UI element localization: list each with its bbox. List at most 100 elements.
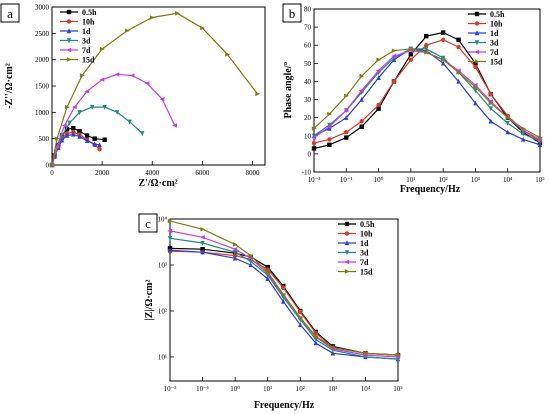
x-tick-label: 4000 bbox=[145, 169, 160, 177]
data-point bbox=[520, 136, 526, 142]
data-point bbox=[144, 81, 150, 86]
legend-marker bbox=[474, 11, 480, 17]
series-1d bbox=[167, 247, 401, 362]
data-point bbox=[376, 75, 381, 81]
data-point bbox=[167, 228, 173, 234]
series-line bbox=[313, 50, 541, 140]
chart-panel-a: a 0 2000 4000 6000 8000 0 500 1000 1500 2000 2500 30… bbox=[0, 3, 266, 189]
data-point bbox=[159, 96, 165, 102]
data-point bbox=[248, 262, 253, 268]
series-line bbox=[313, 48, 541, 142]
legend-marker bbox=[474, 21, 480, 26]
data-point bbox=[77, 129, 82, 134]
data-point bbox=[488, 91, 494, 97]
data-point bbox=[71, 104, 77, 110]
x-tick-label: 10³ bbox=[328, 385, 337, 393]
x-tick-label: 2000 bbox=[95, 169, 110, 177]
legend-label: 10h bbox=[490, 20, 503, 29]
legend-marker bbox=[474, 49, 480, 55]
data-point bbox=[313, 340, 319, 346]
data-point bbox=[311, 126, 317, 131]
data-point bbox=[248, 254, 253, 260]
data-point bbox=[311, 133, 317, 139]
data-point bbox=[537, 135, 543, 140]
y-tick-label: 10 bbox=[304, 132, 312, 140]
y-axis-title: |Z|/Ω·cm² bbox=[144, 280, 155, 321]
data-point bbox=[488, 100, 494, 106]
data-point bbox=[537, 142, 543, 148]
legend-marker bbox=[474, 30, 480, 36]
legend-marker bbox=[66, 19, 72, 24]
legend-marker bbox=[344, 240, 350, 246]
panel-label: c bbox=[145, 216, 151, 231]
y-tick-label: 0 bbox=[308, 150, 312, 158]
data-point bbox=[344, 135, 349, 140]
x-tick-label: 10⁰ bbox=[230, 385, 240, 393]
data-point bbox=[327, 125, 332, 131]
data-point bbox=[64, 132, 70, 138]
legend-label: 0.5h bbox=[82, 8, 97, 17]
data-point bbox=[102, 104, 107, 110]
data-point bbox=[440, 55, 446, 61]
legend-label: 1d bbox=[82, 27, 91, 36]
chart-panel-b: b 10⁻² 10⁻¹ 10⁰ 10¹ 10² 10³ 10⁴ 10⁵ -10 0 10 20 30 40 5… bbox=[282, 3, 545, 195]
x-tick-label: 10⁻² bbox=[308, 176, 321, 184]
y-tick-label: 500 bbox=[39, 135, 50, 143]
legend-marker bbox=[66, 47, 72, 53]
legend-marker bbox=[344, 221, 350, 227]
data-point bbox=[520, 131, 526, 137]
x-tick-label: 10⁵ bbox=[393, 385, 403, 393]
y-tick-label: 2500 bbox=[35, 30, 50, 38]
y-tick-label: 3000 bbox=[35, 4, 50, 12]
data-point bbox=[313, 334, 319, 339]
legend-label: 10h bbox=[82, 18, 95, 27]
data-point bbox=[395, 354, 401, 360]
data-point bbox=[114, 110, 120, 116]
data-point bbox=[77, 110, 82, 116]
data-point bbox=[344, 129, 349, 135]
y-tick-label: 80 bbox=[304, 6, 312, 14]
data-point bbox=[344, 114, 349, 120]
data-point bbox=[359, 119, 364, 124]
legend-label: 0.5h bbox=[490, 10, 505, 19]
legend-label: 7d bbox=[490, 48, 499, 57]
y-tick-label: 40 bbox=[304, 78, 312, 86]
y-axis-title: Phase angle/° bbox=[283, 61, 294, 118]
data-point bbox=[344, 93, 349, 99]
y-tick-label: 30 bbox=[304, 96, 312, 104]
data-point bbox=[424, 43, 429, 48]
x-tick-label: 0 bbox=[50, 169, 54, 177]
data-point bbox=[99, 77, 105, 82]
data-point bbox=[175, 11, 180, 16]
panel-label: a bbox=[7, 6, 13, 21]
legend-label: 3d bbox=[490, 39, 499, 48]
legend-label: 1d bbox=[360, 239, 369, 248]
data-point bbox=[92, 141, 97, 147]
x-tick-label: 6000 bbox=[195, 169, 210, 177]
data-point bbox=[359, 73, 365, 79]
data-point bbox=[200, 240, 205, 246]
x-tick-label: 10⁴ bbox=[361, 385, 371, 393]
y-tick-label: 10² bbox=[158, 307, 167, 315]
y-axis-title: -Z''/Ω·cm² bbox=[4, 63, 15, 108]
data-point bbox=[327, 122, 332, 128]
data-point bbox=[424, 46, 429, 52]
data-point bbox=[225, 52, 231, 57]
data-point bbox=[124, 28, 130, 33]
data-point bbox=[167, 218, 173, 224]
data-point bbox=[167, 247, 173, 253]
data-point bbox=[281, 298, 286, 304]
data-point bbox=[129, 73, 135, 78]
data-point bbox=[424, 33, 429, 39]
data-point bbox=[200, 249, 205, 255]
y-tick-label: 10³ bbox=[158, 261, 167, 269]
data-point bbox=[71, 125, 76, 131]
data-point bbox=[391, 79, 397, 84]
y-tick-label: 70 bbox=[304, 24, 312, 32]
data-point bbox=[327, 137, 332, 142]
data-point bbox=[92, 136, 97, 141]
x-tick-label: 10¹ bbox=[406, 176, 415, 184]
data-point bbox=[281, 285, 286, 290]
data-point bbox=[440, 30, 446, 35]
